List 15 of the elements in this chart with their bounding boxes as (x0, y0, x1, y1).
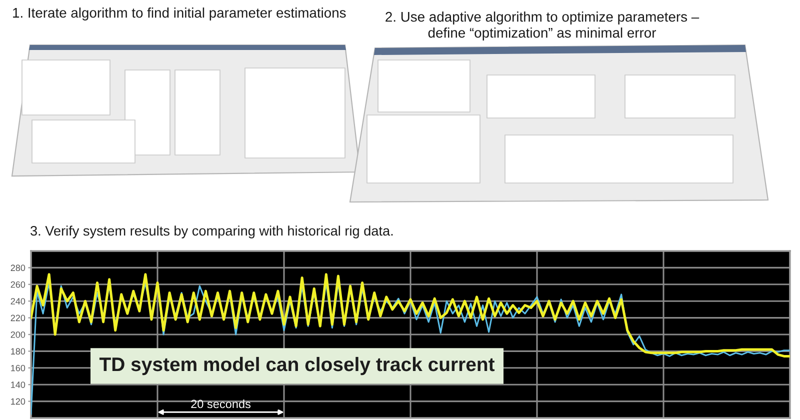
y-tick-label: 220 (10, 314, 26, 322)
text: 1. Iterate algorithm to find initial parameter estimations (13, 8, 346, 20)
y-tick-label: 240 (10, 298, 26, 304)
y-tick-label: 160 (11, 364, 26, 372)
y-tick-label: 260 (10, 281, 26, 288)
chart-title: 3. Verify system results by comparing with historical rig data. (30, 226, 393, 238)
annotation: 20 seconds (191, 399, 251, 408)
y-tick-label: 120 (11, 398, 26, 405)
line-series (31, 273, 790, 358)
y-tick-label: 200 (10, 331, 26, 338)
y-tick-label: 280 (10, 264, 26, 272)
y-tick-label: 140 (11, 382, 26, 388)
y-tick-label: 180 (11, 348, 26, 355)
annotation: TD system model can closely track current (99, 356, 495, 376)
text: 2. Use adaptive algorithm to optimize parameters – define “optimization” as minimal error (386, 12, 700, 40)
